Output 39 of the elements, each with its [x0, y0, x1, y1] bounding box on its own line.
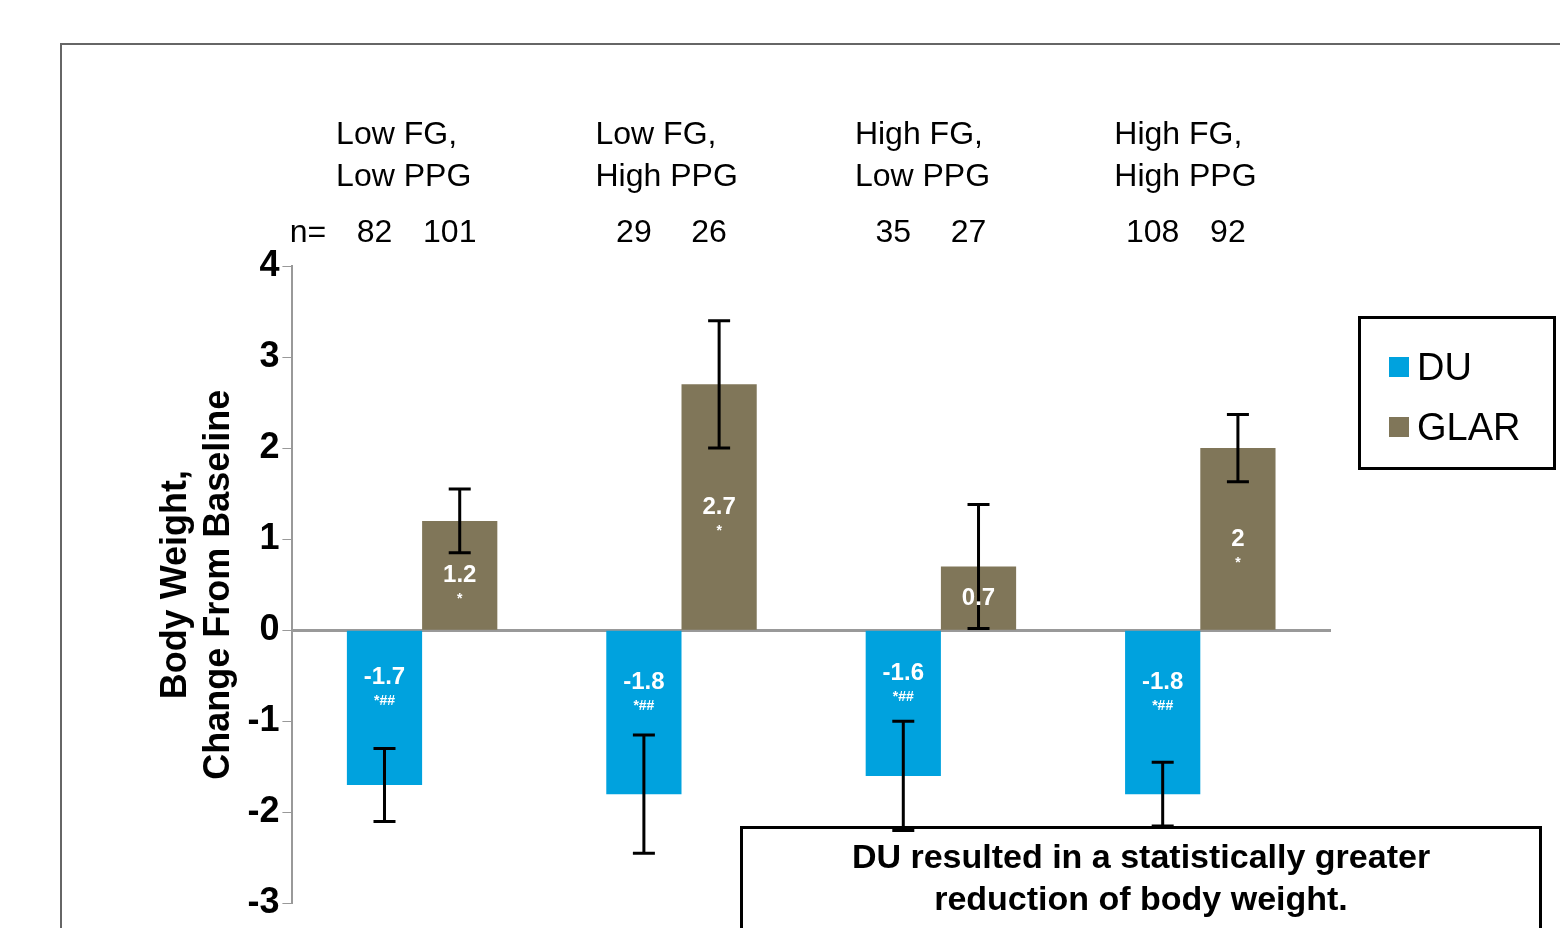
y-tick-label: 3	[259, 333, 280, 375]
text: 29	[616, 212, 652, 249]
y-tick-label: 4	[259, 242, 280, 284]
x-tick-label: Low FG, High PPG	[595, 114, 738, 193]
y-tick-label: -3	[247, 880, 280, 922]
text: 101	[423, 212, 477, 249]
x-tick-label: High FG, Low PPG	[854, 114, 991, 193]
bar	[346, 630, 423, 786]
data-label: -1.6 *##	[882, 657, 924, 704]
bar	[865, 630, 941, 776]
data-label: -1.7 *##	[363, 662, 406, 709]
legend-label: GLAR	[1417, 405, 1521, 449]
y-tick-label: -2	[247, 789, 280, 831]
data-label: 1.2 *	[443, 560, 477, 607]
y-tick-label: 1	[259, 516, 280, 558]
text: 82	[356, 212, 393, 249]
y-tick-label: -1	[247, 698, 280, 740]
x-tick-label: High FG, High PPG	[1114, 114, 1257, 193]
bar	[606, 630, 682, 795]
text: n=	[289, 212, 327, 249]
y-axis-title: Body Weight, Change From Baseline	[152, 389, 237, 780]
bar	[681, 384, 757, 630]
bar	[422, 520, 498, 630]
text: 26	[691, 212, 727, 249]
bar	[1125, 630, 1201, 795]
bar	[1200, 448, 1276, 630]
data-label: -1.8 *##	[623, 666, 665, 714]
text: 35	[875, 212, 912, 249]
text: 27	[950, 212, 987, 249]
y-tick-label: 0	[259, 607, 280, 649]
text: 108	[1125, 212, 1180, 249]
y-tick-label: 2	[259, 425, 280, 467]
text: 92	[1210, 212, 1246, 249]
data-label: 2 *	[1231, 523, 1245, 571]
data-label: -1.8 *##	[1142, 666, 1184, 714]
x-tick-label: Low FG, Low PPG	[336, 114, 472, 193]
legend-label: DU	[1417, 345, 1472, 389]
annotation: DU resulted in a statistically greater reduction of body weight.	[740, 826, 1542, 928]
data-label: 2.7 *	[702, 491, 736, 539]
